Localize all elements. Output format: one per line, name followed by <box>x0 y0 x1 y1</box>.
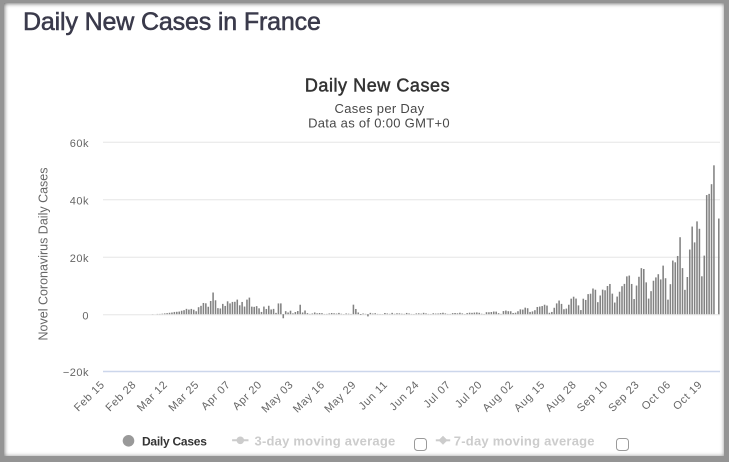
svg-text:Data as of 0:00 GMT+0: Data as of 0:00 GMT+0 <box>308 116 450 131</box>
svg-text:Daily New Cases: Daily New Cases <box>305 76 450 96</box>
svg-text:Sep 10: Sep 10 <box>575 379 611 415</box>
svg-text:20k: 20k <box>70 253 89 265</box>
svg-text:May 03: May 03 <box>259 379 296 416</box>
svg-text:0: 0 <box>82 310 89 322</box>
svg-text:40k: 40k <box>70 195 89 207</box>
svg-text:Feb 28: Feb 28 <box>104 379 139 414</box>
svg-text:Sep 23: Sep 23 <box>606 379 642 415</box>
svg-text:Mar 12: Mar 12 <box>135 379 170 414</box>
svg-text:7-day moving average: 7-day moving average <box>454 433 595 448</box>
svg-text:−20k: −20k <box>63 367 89 379</box>
svg-text:Mar 25: Mar 25 <box>166 379 201 414</box>
svg-text:Oct 19: Oct 19 <box>671 379 705 413</box>
svg-text:Novel Coronavirus Daily Cases: Novel Coronavirus Daily Cases <box>36 168 50 341</box>
svg-text:May 29: May 29 <box>322 379 359 416</box>
svg-text:Aug 15: Aug 15 <box>512 379 548 415</box>
svg-text:Feb 15: Feb 15 <box>72 379 107 414</box>
svg-text:Jul 07: Jul 07 <box>422 379 454 411</box>
svg-text:60k: 60k <box>70 138 89 150</box>
svg-text:Jun 11: Jun 11 <box>357 379 391 413</box>
svg-text:3-day moving average: 3-day moving average <box>255 433 396 448</box>
svg-text:Cases per Day: Cases per Day <box>335 101 425 116</box>
svg-text:Oct 06: Oct 06 <box>640 379 674 413</box>
svg-text:Jun 24: Jun 24 <box>388 379 422 413</box>
svg-text:Aug 02: Aug 02 <box>481 379 517 415</box>
svg-text:May 16: May 16 <box>291 379 328 416</box>
svg-text:Apr 07: Apr 07 <box>199 379 233 413</box>
svg-text:Daily Cases: Daily Cases <box>142 434 207 448</box>
svg-text:Aug 28: Aug 28 <box>543 379 579 415</box>
